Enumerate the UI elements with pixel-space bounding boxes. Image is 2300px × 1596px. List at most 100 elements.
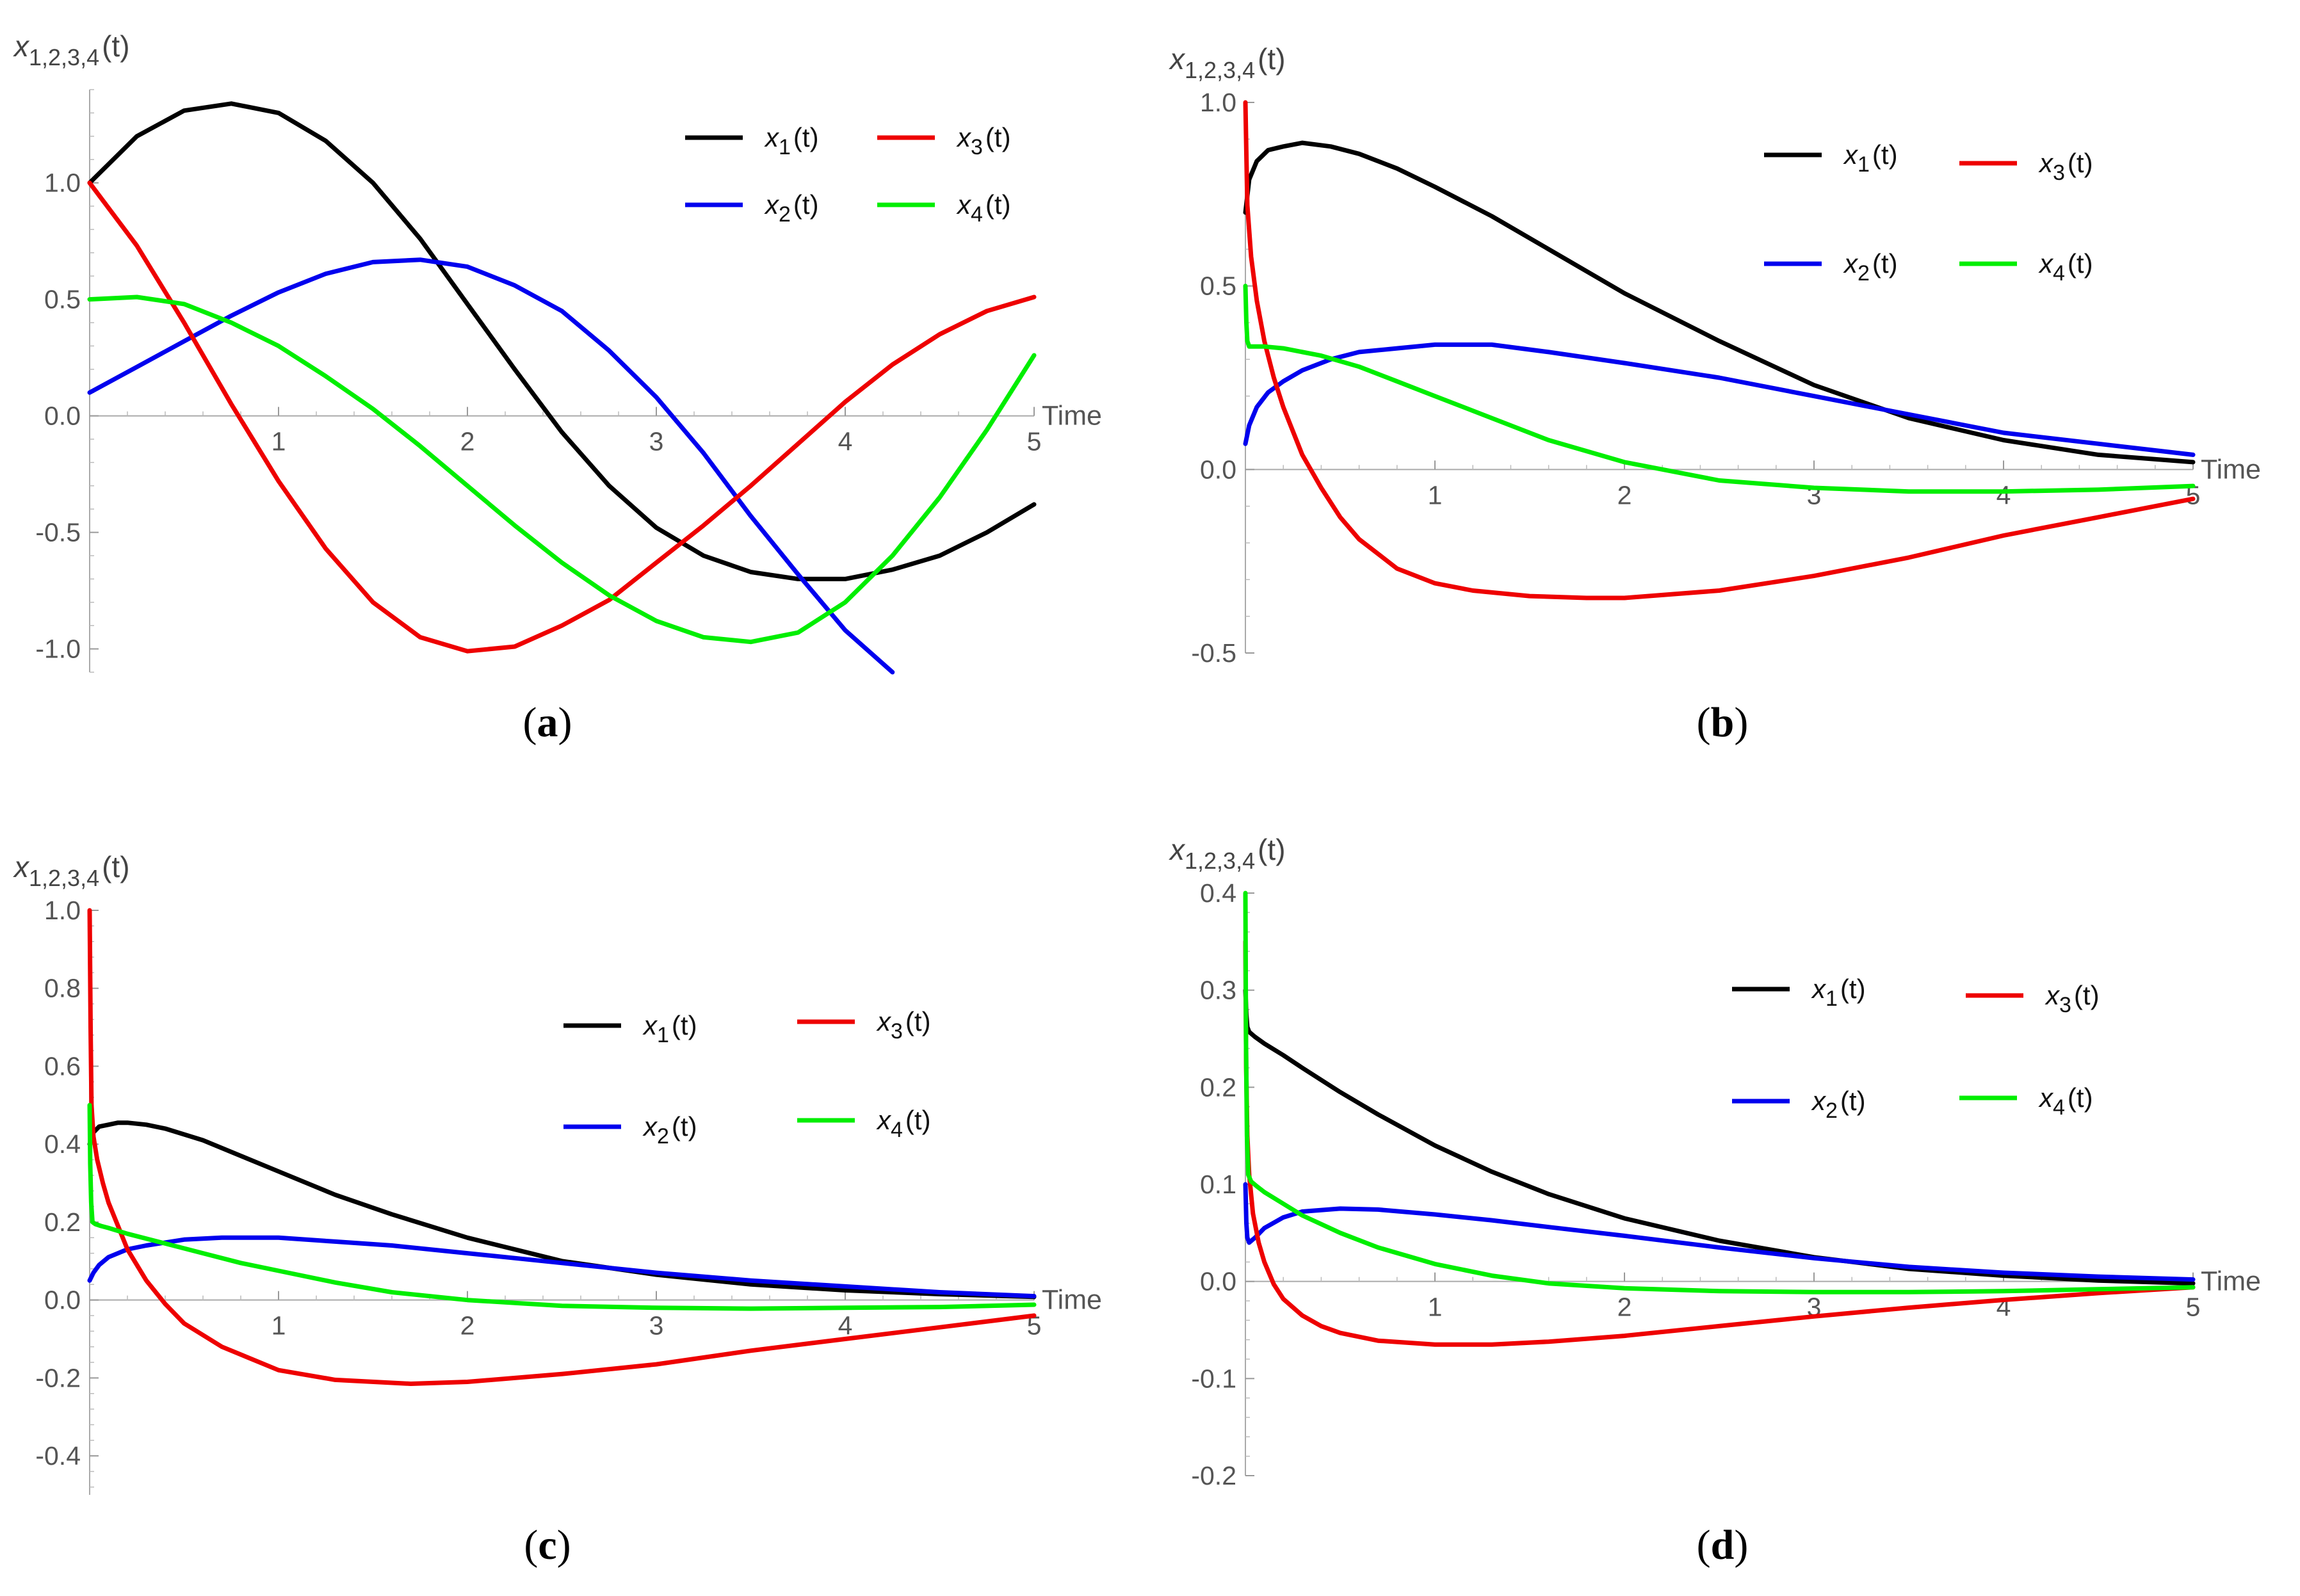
legend-label-arg: (t) <box>672 1010 697 1040</box>
y-tick-label: 1.0 <box>1200 88 1236 117</box>
series-line-x1(t) <box>87 101 1037 581</box>
y-tick-label: 0.4 <box>44 1129 81 1159</box>
y-tick-label: 0.3 <box>1200 976 1236 1005</box>
y-tick-label: 1.0 <box>44 896 81 925</box>
legend-label: x3(t) <box>2038 148 2093 185</box>
legend-label-arg: (t) <box>905 1105 931 1135</box>
legend-label: x1(t) <box>1811 974 1866 1011</box>
legend-label: x2(t) <box>764 189 819 227</box>
legend-label: x4(t) <box>2038 248 2093 286</box>
legend-label-base: x <box>642 1111 658 1141</box>
y-axis-label-arg: (t) <box>102 850 129 883</box>
legend-label-base: x <box>956 189 972 220</box>
legend-label-arg: (t) <box>985 189 1011 220</box>
x-axis-label: Time <box>2201 454 2261 485</box>
y-axis-label-base: x <box>13 850 30 883</box>
legend-label-base: x <box>764 189 780 220</box>
y-axis-label-base: x <box>1169 42 1186 76</box>
legend-label-base: x <box>2045 980 2061 1010</box>
caption-letter: a <box>537 699 558 746</box>
legend-label-base: x <box>876 1006 892 1036</box>
y-axis-label: x1,2,3,4(t) <box>1169 833 1286 874</box>
legend-label: x4(t) <box>876 1105 931 1142</box>
panel-caption: (a) <box>523 699 572 746</box>
panel-caption: (b) <box>1697 699 1749 746</box>
legend-label-subscript: 1 <box>1858 152 1870 177</box>
legend-label-subscript: 4 <box>971 202 983 227</box>
y-tick-label: -0.5 <box>35 518 81 547</box>
y-axis-label-subscript: 1,2,3,4 <box>29 865 99 891</box>
legend-label-base: x <box>1811 974 1827 1004</box>
legend-label-subscript: 3 <box>2053 161 2065 185</box>
caption-paren-close: ) <box>1734 1522 1748 1568</box>
legend-label-subscript: 3 <box>2059 993 2071 1017</box>
series-line-x4(t) <box>1243 891 2196 1294</box>
legend-label-subscript: 4 <box>891 1118 903 1142</box>
legend-label-arg: (t) <box>905 1006 931 1036</box>
legend-label-base: x <box>642 1010 658 1040</box>
y-tick-label: 0.5 <box>44 285 81 314</box>
legend-label-base: x <box>1811 1086 1827 1116</box>
panel-caption: (c) <box>524 1522 571 1568</box>
legend-label: x3(t) <box>876 1006 931 1044</box>
y-axis-label-arg: (t) <box>1258 42 1285 76</box>
series-line-x3(t) <box>1243 939 2196 1347</box>
legend-label-arg: (t) <box>1840 974 1866 1004</box>
y-tick-label: 0.1 <box>1200 1170 1236 1199</box>
caption-paren-open: ( <box>523 699 537 746</box>
legend-label: x4(t) <box>956 189 1011 227</box>
y-axis-label: x1,2,3,4(t) <box>13 29 130 70</box>
series-line-x1(t) <box>1243 988 2196 1286</box>
series-line-x3(t) <box>87 908 1037 1386</box>
series-line-x2(t) <box>1243 1182 2196 1282</box>
series-line-x4(t) <box>1243 284 2196 494</box>
y-tick-label: 0.0 <box>44 401 81 431</box>
legend-label-arg: (t) <box>1840 1086 1866 1116</box>
legend-label-subscript: 3 <box>891 1019 903 1044</box>
legend-label-subscript: 2 <box>657 1124 669 1149</box>
series-line-x3(t) <box>87 181 1037 654</box>
legend-label-subscript: 2 <box>1858 261 1870 286</box>
series-line-x4(t) <box>87 1102 1037 1311</box>
y-tick-label: -1.0 <box>35 634 81 664</box>
y-tick-label: 0.0 <box>44 1286 81 1315</box>
y-axis-label: x1,2,3,4(t) <box>1169 42 1286 83</box>
legend-label-arg: (t) <box>1872 248 1898 278</box>
y-tick-label: 0.8 <box>44 974 81 1003</box>
x-tick-label: 2 <box>460 1311 475 1341</box>
legend-label-base: x <box>956 122 972 152</box>
legend-label: x1(t) <box>1843 140 1898 177</box>
y-tick-label: 0.0 <box>1200 455 1236 484</box>
series-line-x2(t) <box>87 1235 1037 1299</box>
x-tick-label: 4 <box>1996 1293 2011 1322</box>
legend-label-subscript: 4 <box>2053 261 2065 286</box>
legend-label-base: x <box>876 1105 892 1135</box>
y-axis-label-base: x <box>13 29 30 63</box>
legend-label-arg: (t) <box>1872 140 1898 170</box>
legend-label-arg: (t) <box>2068 148 2093 178</box>
x-tick-label: 2 <box>1617 480 1632 510</box>
legend-label-base: x <box>1843 248 1859 278</box>
y-tick-label: 0.2 <box>44 1207 81 1237</box>
legend-label: x2(t) <box>1843 248 1898 286</box>
y-tick-label: -0.5 <box>1191 638 1236 668</box>
legend-label-subscript: 1 <box>779 135 791 159</box>
y-axis-label-base: x <box>1169 833 1186 866</box>
legend-label-arg: (t) <box>793 189 819 220</box>
x-tick-label: 2 <box>1617 1293 1632 1322</box>
x-tick-label: 3 <box>649 427 664 456</box>
series-line-x3(t) <box>1243 100 2196 601</box>
legend-label-subscript: 2 <box>779 202 791 227</box>
y-axis-label-arg: (t) <box>1258 833 1285 866</box>
panel-c: 1.00.80.60.40.20.0-0.2-0.41 2 3 4 5Timex1,2,… <box>13 850 1102 1568</box>
series-line-x1(t) <box>1243 140 2196 465</box>
x-tick-label: 1 <box>1428 480 1443 510</box>
panel-caption: (d) <box>1697 1522 1749 1568</box>
legend-label-subscript: 3 <box>971 135 983 159</box>
legend-label: x3(t) <box>956 122 1011 159</box>
legend-label: x4(t) <box>2038 1083 2093 1120</box>
caption-paren-open: ( <box>1697 699 1711 746</box>
legend-label-base: x <box>764 122 780 152</box>
